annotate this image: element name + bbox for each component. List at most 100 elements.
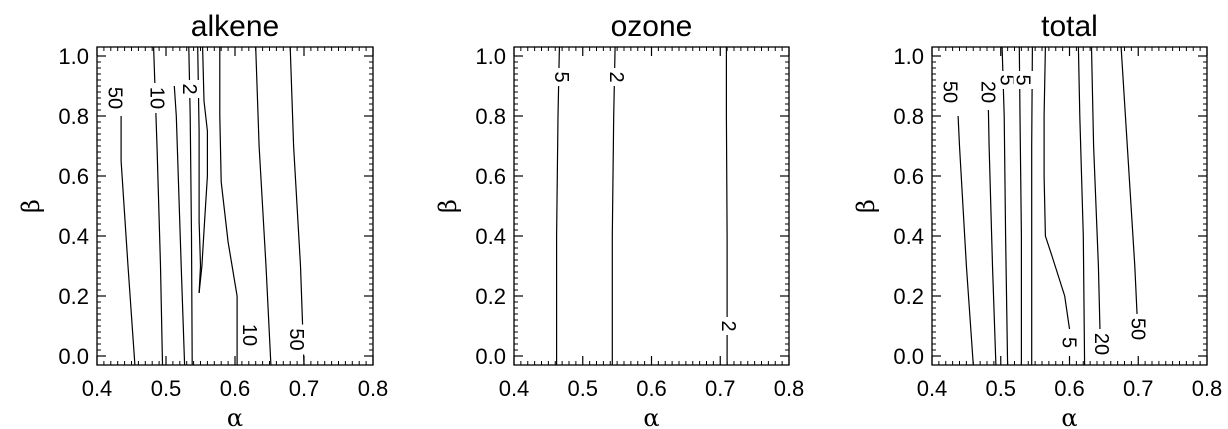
y-axis-label: β bbox=[434, 199, 462, 213]
contour-line-5 bbox=[1018, 46, 1022, 365]
x-axis-label: α bbox=[227, 404, 243, 429]
x-tick-label: 0.8 bbox=[774, 376, 805, 401]
contour-label-group: 5 bbox=[1011, 71, 1036, 89]
x-tick-label: 0.8 bbox=[1192, 376, 1223, 401]
contour-line-5 bbox=[219, 47, 238, 365]
contour-label: 50 bbox=[104, 87, 126, 109]
contour-line-50 bbox=[957, 115, 974, 366]
contour-line-2 bbox=[725, 47, 728, 365]
contour-line-10 bbox=[173, 85, 186, 366]
y-axis-label: β bbox=[17, 199, 45, 213]
panel-total: total 0.4 0.5 0.6 0.7 0.8 0.0 0.2 0.4 0.6 0.8 1.0 α β… bbox=[852, 10, 1222, 429]
contour-line-2 bbox=[1043, 46, 1071, 330]
contour-label: 2 bbox=[605, 71, 627, 82]
x-tick-label: 0.4 bbox=[82, 376, 113, 401]
y-axis-label: β bbox=[852, 199, 880, 213]
chart-title: total bbox=[1041, 10, 1098, 43]
y-tick-label: 0.4 bbox=[475, 224, 506, 249]
contour-line-50 bbox=[289, 46, 305, 366]
contour-label-bg bbox=[147, 83, 170, 113]
contour-label-group: 10 bbox=[238, 320, 263, 350]
contour-label-group: 50 bbox=[104, 83, 128, 113]
contour-label-group: 2 bbox=[717, 317, 742, 335]
x-tick-label: 0.7 bbox=[289, 376, 320, 401]
contour-line-10 bbox=[255, 46, 272, 366]
y-tick-label: 0.6 bbox=[58, 164, 89, 189]
contour-label-bg bbox=[105, 83, 128, 113]
y-tick-label: 0.0 bbox=[893, 344, 924, 369]
x-axis-label: α bbox=[1061, 404, 1077, 429]
contour-label-bg bbox=[180, 80, 203, 98]
x-tick-label: 0.6 bbox=[1054, 376, 1085, 401]
contour-line-2 bbox=[1031, 46, 1033, 365]
panel-ozone: ozone 0.4 0.5 0.6 0.7 0.8 0.0 0.2 0.4 0.6 0.8 1.0 α β… bbox=[434, 10, 804, 429]
contour-label-group: 5 bbox=[550, 68, 575, 86]
contour-line-50 bbox=[1120, 46, 1139, 342]
contour-line-2 bbox=[198, 46, 208, 294]
contour-line-2 bbox=[611, 46, 616, 365]
contour-line-2 bbox=[197, 46, 202, 294]
contour-line-5 bbox=[556, 46, 560, 365]
y-tick-label: 0.6 bbox=[475, 164, 506, 189]
contour-line-50 bbox=[120, 116, 136, 366]
contour-label: 5 bbox=[996, 74, 1018, 85]
x-tick-label: 0.5 bbox=[985, 376, 1016, 401]
chart-title: alkene bbox=[191, 10, 279, 43]
plot-frame bbox=[513, 46, 790, 366]
x-tick-label: 0.4 bbox=[917, 376, 948, 401]
contour-label-group: 5 bbox=[1058, 333, 1082, 352]
contour-label: 2 bbox=[178, 83, 200, 94]
contour-label: 10 bbox=[238, 324, 260, 346]
contour-label: 5 bbox=[1011, 74, 1033, 85]
x-tick-label: 0.5 bbox=[151, 376, 182, 401]
contour-label-bg bbox=[1013, 71, 1036, 89]
y-tick-label: 1.0 bbox=[893, 44, 924, 69]
contour-label-bg bbox=[719, 317, 742, 335]
contour-label: 20 bbox=[976, 81, 998, 103]
contour-label: 5 bbox=[550, 71, 572, 82]
contour-line-10 bbox=[1001, 46, 1009, 366]
x-tick-label: 0.5 bbox=[567, 376, 598, 401]
contour-label-group: 10 bbox=[146, 83, 170, 113]
contour-line-10 bbox=[1077, 46, 1086, 366]
contour-label-group: 2 bbox=[605, 68, 630, 86]
x-tick-label: 0.6 bbox=[636, 376, 667, 401]
contour-label-group: 20 bbox=[976, 77, 1001, 107]
y-tick-label: 1.0 bbox=[58, 44, 89, 69]
contour-label-group: 50 bbox=[939, 77, 963, 107]
x-tick-label: 0.7 bbox=[705, 376, 736, 401]
contour-label-bg bbox=[1091, 329, 1114, 359]
x-tick-label: 0.4 bbox=[499, 376, 530, 401]
contour-label-bg bbox=[240, 320, 263, 350]
contour-label-group: 20 bbox=[1090, 329, 1114, 359]
y-tick-label: 0.0 bbox=[58, 344, 89, 369]
y-tick-label: 0.0 bbox=[475, 344, 506, 369]
y-tick-label: 0.2 bbox=[893, 284, 924, 309]
plot-frame bbox=[96, 46, 374, 366]
y-tick-label: 0.8 bbox=[475, 104, 506, 129]
contour-label: 5 bbox=[1058, 337, 1080, 348]
y-tick-label: 0.6 bbox=[893, 164, 924, 189]
x-tick-label: 0.7 bbox=[1123, 376, 1154, 401]
contour-label: 50 bbox=[1126, 318, 1148, 340]
chart-title: ozone bbox=[611, 10, 693, 43]
y-tick-label: 0.8 bbox=[893, 104, 924, 129]
contour-label-bg bbox=[940, 77, 963, 107]
plot-frame bbox=[931, 46, 1208, 366]
y-tick-label: 0.8 bbox=[58, 104, 89, 129]
contour-label: 50 bbox=[285, 328, 307, 350]
contour-label-bg bbox=[1128, 314, 1151, 344]
contour-label-bg bbox=[978, 77, 1001, 107]
panel-alkene: alkene 0.4 0.5 0.6 0.7 0.8 0.0 0.2 0.4 0.6 0.8 1.0 α… bbox=[17, 10, 388, 429]
y-tick-label: 0.2 bbox=[475, 284, 506, 309]
contour-label: 10 bbox=[146, 87, 168, 109]
contour-line-20 bbox=[987, 109, 997, 366]
contour-label-bg bbox=[1059, 333, 1082, 352]
y-tick-label: 0.2 bbox=[58, 284, 89, 309]
x-tick-label: 0.6 bbox=[220, 376, 251, 401]
contour-label: 50 bbox=[939, 81, 961, 103]
x-axis-label: α bbox=[643, 404, 659, 429]
contour-label-bg bbox=[552, 68, 575, 86]
x-tick-label: 0.8 bbox=[358, 376, 389, 401]
